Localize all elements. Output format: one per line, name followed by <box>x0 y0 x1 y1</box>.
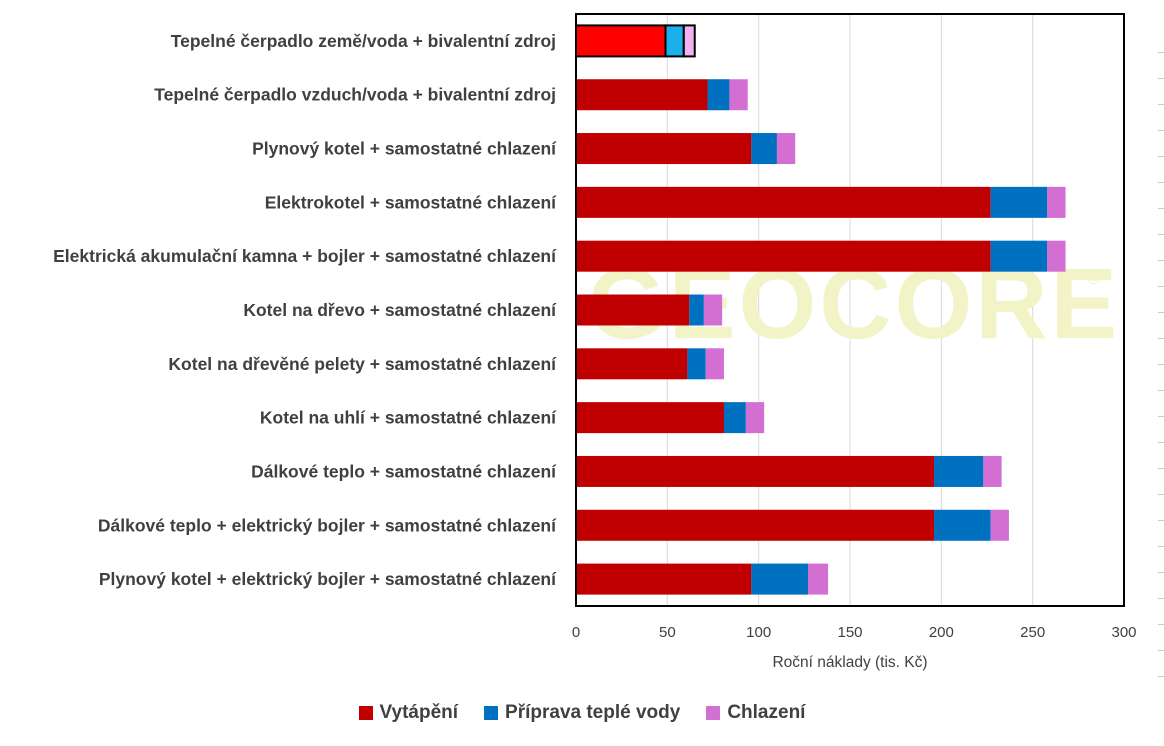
bar-segment <box>934 509 991 541</box>
bar-segment <box>576 294 690 326</box>
legend-item-cooling: Chlazení <box>706 702 805 724</box>
bar-segment <box>687 348 706 380</box>
legend: Vytápění Příprava teplé vody Chlazení <box>0 702 1164 724</box>
grid-lines <box>666 14 1034 606</box>
x-tick-labels: 0 50 100 150 200 250 300 <box>572 624 1137 641</box>
x-tick-label: 50 <box>659 624 676 641</box>
category-label: Plynový kotel + elektrický bojler + samo… <box>99 569 557 589</box>
bar-segment <box>751 133 777 165</box>
bar-segment <box>703 294 723 326</box>
bar-segment <box>990 240 1048 272</box>
bar-segment <box>990 509 1009 541</box>
legend-label-hot-water: Příprava teplé vody <box>505 702 681 723</box>
legend-item-hot-water: Příprava teplé vody <box>484 702 680 724</box>
bar-segment <box>576 348 688 380</box>
category-label: Dálkové teplo + samostatné chlazení <box>251 461 557 481</box>
bar-segment <box>707 79 730 111</box>
bar-segment <box>689 294 704 326</box>
category-label: Plynový kotel + samostatné chlazení <box>252 139 557 159</box>
legend-label-heating: Vytápění <box>379 702 459 723</box>
category-label: Elektrokotel + samostatné chlazení <box>265 192 557 212</box>
bar-segment <box>934 455 984 487</box>
bar-segment <box>576 402 724 434</box>
category-label: Elektrická akumulační kamna + bojler + s… <box>53 246 557 266</box>
bar-segment <box>576 509 935 541</box>
x-tick-label: 100 <box>746 624 771 641</box>
bar-segment <box>682 24 696 58</box>
category-labels: Tepelné čerpadlo země/voda + bivalentní … <box>53 31 557 589</box>
plot-area-border <box>575 13 1125 607</box>
legend-item-heating: Vytápění <box>358 702 459 724</box>
category-label: Tepelné čerpadlo země/voda + bivalentní … <box>171 31 556 51</box>
legend-label-cooling: Chlazení <box>727 702 806 723</box>
bar-segment <box>1047 186 1066 218</box>
x-tick-label: 300 <box>1111 624 1136 641</box>
bar-segment <box>576 455 935 487</box>
bar-segment <box>575 24 667 58</box>
bar-segment <box>983 455 1002 487</box>
category-label: Kotel na uhlí + samostatné chlazení <box>260 408 557 428</box>
legend-swatch-cooling <box>706 706 721 720</box>
bar-segment <box>576 186 991 218</box>
x-tick-label: 0 <box>572 624 580 641</box>
bar-segment <box>576 563 752 595</box>
bar-segment <box>705 348 724 380</box>
category-label: Tepelné čerpadlo vzduch/voda + bivalentn… <box>154 85 556 105</box>
bar-segment <box>576 240 991 272</box>
legend-swatch-heating <box>358 706 373 720</box>
bar-segment <box>745 402 765 434</box>
category-label: Kotel na dřevěné pelety + samostatné chl… <box>168 354 557 374</box>
edge-guide <box>1158 52 1164 702</box>
category-label: Dálkové teplo + elektrický bojler + samo… <box>98 515 557 535</box>
bar-segment <box>729 79 748 111</box>
bar-segment <box>576 133 752 165</box>
bar-segment <box>751 563 808 595</box>
bar-segment <box>723 402 746 434</box>
x-axis-title: Roční náklady (tis. Kč) <box>772 654 927 671</box>
bar-segment <box>1047 240 1066 272</box>
category-label: Kotel na dřevo + samostatné chlazení <box>243 300 557 320</box>
bar-segment <box>664 24 685 58</box>
legend-swatch-hot-water <box>484 706 499 720</box>
x-tick-label: 250 <box>1020 624 1045 641</box>
watermark-registered-mark: ® <box>1087 268 1100 288</box>
bar-segment <box>776 133 796 165</box>
bars <box>575 24 1066 595</box>
bar-segment <box>990 186 1048 218</box>
x-tick-label: 200 <box>929 624 954 641</box>
bar-segment <box>576 79 708 111</box>
x-tick-label: 150 <box>837 624 862 641</box>
bar-segment <box>807 563 829 595</box>
